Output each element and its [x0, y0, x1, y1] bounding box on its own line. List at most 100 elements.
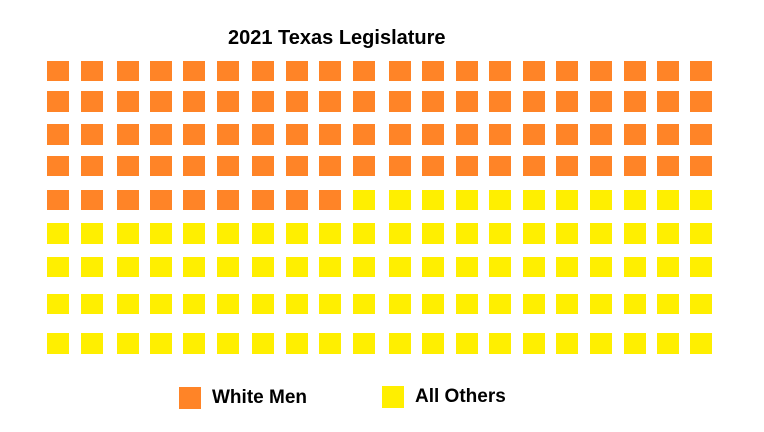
waffle-square-white-men: [556, 61, 578, 81]
waffle-square-all-others: [456, 190, 478, 210]
waffle-square-all-others: [456, 294, 478, 314]
waffle-square-all-others: [523, 294, 545, 314]
legend-label-all-others: All Others: [415, 386, 506, 407]
waffle-square-all-others: [690, 333, 712, 354]
waffle-square-white-men: [47, 124, 69, 145]
legend-swatch-white-men: [179, 387, 201, 409]
waffle-square-white-men: [590, 156, 612, 176]
waffle-square-all-others: [489, 294, 511, 314]
waffle-square-all-others: [353, 294, 375, 314]
waffle-square-all-others: [657, 223, 679, 244]
waffle-square-white-men: [117, 91, 139, 112]
waffle-square-white-men: [286, 156, 308, 176]
waffle-square-white-men: [422, 156, 444, 176]
waffle-square-white-men: [319, 61, 341, 81]
waffle-square-white-men: [456, 91, 478, 112]
waffle-square-all-others: [489, 223, 511, 244]
waffle-square-all-others: [590, 333, 612, 354]
waffle-square-white-men: [252, 91, 274, 112]
waffle-square-white-men: [319, 124, 341, 145]
waffle-square-all-others: [319, 333, 341, 354]
waffle-square-all-others: [319, 257, 341, 277]
waffle-square-all-others: [81, 294, 103, 314]
waffle-square-all-others: [657, 257, 679, 277]
waffle-square-white-men: [590, 124, 612, 145]
waffle-square-all-others: [556, 223, 578, 244]
waffle-square-all-others: [286, 223, 308, 244]
waffle-square-white-men: [117, 190, 139, 210]
waffle-square-all-others: [252, 333, 274, 354]
waffle-square-white-men: [252, 61, 274, 81]
waffle-square-all-others: [389, 333, 411, 354]
waffle-square-all-others: [590, 190, 612, 210]
waffle-square-white-men: [150, 190, 172, 210]
waffle-square-white-men: [624, 91, 646, 112]
waffle-square-all-others: [47, 294, 69, 314]
waffle-square-white-men: [590, 61, 612, 81]
waffle-square-white-men: [389, 91, 411, 112]
waffle-square-all-others: [523, 190, 545, 210]
waffle-square-white-men: [81, 61, 103, 81]
waffle-square-white-men: [353, 91, 375, 112]
waffle-square-white-men: [489, 156, 511, 176]
waffle-square-all-others: [523, 223, 545, 244]
waffle-square-white-men: [47, 61, 69, 81]
waffle-square-all-others: [252, 257, 274, 277]
waffle-square-all-others: [489, 333, 511, 354]
waffle-square-white-men: [523, 61, 545, 81]
waffle-square-all-others: [456, 257, 478, 277]
waffle-square-all-others: [353, 223, 375, 244]
waffle-square-all-others: [422, 190, 444, 210]
waffle-square-white-men: [47, 190, 69, 210]
waffle-square-white-men: [319, 91, 341, 112]
waffle-square-white-men: [624, 156, 646, 176]
waffle-square-white-men: [252, 124, 274, 145]
waffle-square-all-others: [353, 333, 375, 354]
waffle-square-all-others: [117, 294, 139, 314]
legend-item-white-men: White Men: [179, 386, 307, 410]
waffle-square-white-men: [117, 124, 139, 145]
waffle-square-all-others: [422, 223, 444, 244]
waffle-square-white-men: [286, 190, 308, 210]
waffle-square-all-others: [657, 190, 679, 210]
waffle-square-all-others: [252, 223, 274, 244]
waffle-square-all-others: [217, 294, 239, 314]
waffle-square-all-others: [690, 223, 712, 244]
waffle-square-all-others: [319, 223, 341, 244]
legend-item-all-others: All Others: [382, 385, 506, 409]
waffle-square-all-others: [150, 223, 172, 244]
waffle-square-white-men: [286, 91, 308, 112]
waffle-square-white-men: [47, 91, 69, 112]
waffle-square-all-others: [286, 294, 308, 314]
waffle-square-white-men: [389, 156, 411, 176]
waffle-square-white-men: [217, 190, 239, 210]
waffle-square-white-men: [690, 124, 712, 145]
waffle-square-all-others: [117, 333, 139, 354]
waffle-square-all-others: [657, 294, 679, 314]
waffle-square-all-others: [590, 257, 612, 277]
waffle-square-white-men: [217, 91, 239, 112]
waffle-square-white-men: [252, 156, 274, 176]
waffle-square-all-others: [556, 294, 578, 314]
waffle-square-all-others: [81, 257, 103, 277]
legend-swatch-all-others: [382, 386, 404, 408]
waffle-square-all-others: [556, 190, 578, 210]
waffle-square-white-men: [183, 156, 205, 176]
waffle-square-white-men: [657, 91, 679, 112]
waffle-square-all-others: [47, 257, 69, 277]
waffle-square-all-others: [353, 257, 375, 277]
waffle-square-all-others: [523, 333, 545, 354]
waffle-square-white-men: [523, 156, 545, 176]
waffle-square-white-men: [690, 91, 712, 112]
waffle-square-white-men: [353, 156, 375, 176]
waffle-square-white-men: [81, 190, 103, 210]
waffle-square-white-men: [319, 156, 341, 176]
waffle-square-all-others: [624, 190, 646, 210]
waffle-square-white-men: [117, 156, 139, 176]
waffle-square-all-others: [556, 333, 578, 354]
waffle-square-all-others: [456, 223, 478, 244]
waffle-square-all-others: [150, 257, 172, 277]
waffle-square-white-men: [217, 61, 239, 81]
waffle-square-all-others: [286, 333, 308, 354]
waffle-square-white-men: [657, 156, 679, 176]
